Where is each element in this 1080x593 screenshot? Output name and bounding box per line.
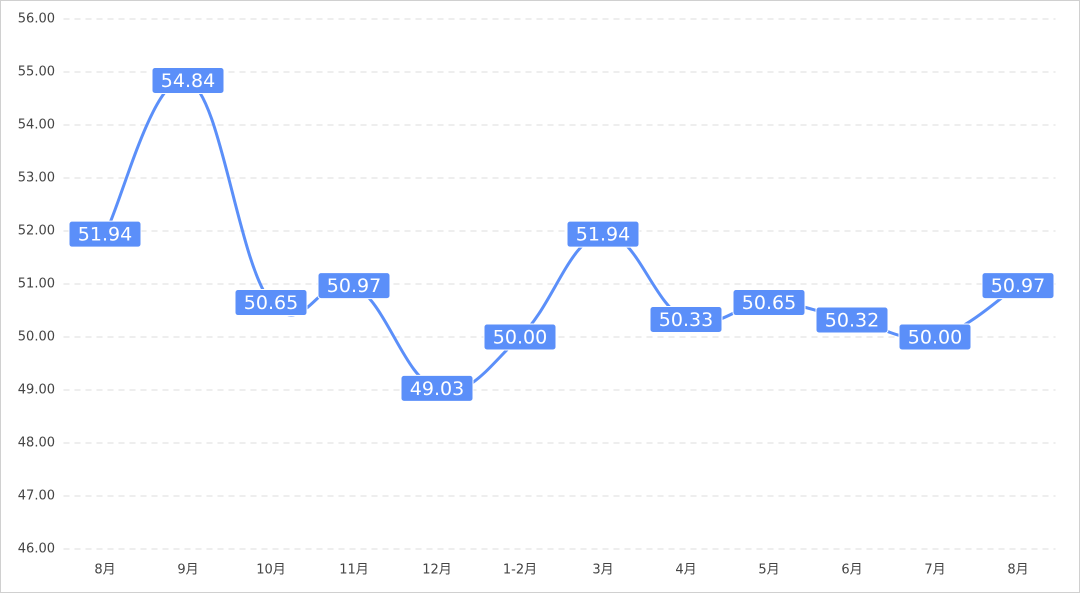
value-label: 50.00 <box>493 327 547 349</box>
value-label-box <box>234 289 308 317</box>
x-tick-label: 12月 <box>422 563 452 578</box>
value-label: 54.84 <box>161 70 215 92</box>
y-tick-label: 56.00 <box>18 12 55 27</box>
value-label-box <box>898 323 972 351</box>
value-label-box <box>317 272 391 300</box>
value-label: 50.65 <box>742 292 796 314</box>
y-tick-label: 47.00 <box>18 489 55 504</box>
value-label-box <box>981 272 1055 300</box>
y-tick-label: 48.00 <box>18 436 55 451</box>
value-label-box <box>649 306 723 334</box>
x-tick-label: 4月 <box>675 563 696 578</box>
value-label: 50.65 <box>244 292 298 314</box>
x-tick-label: 6月 <box>841 563 862 578</box>
value-label: 50.97 <box>327 275 381 297</box>
value-label-box <box>815 306 889 334</box>
value-label: 50.32 <box>825 310 879 332</box>
x-tick-label: 9月 <box>177 563 198 578</box>
x-tick-label: 1-2月 <box>503 563 537 578</box>
value-label: 51.94 <box>576 224 630 246</box>
value-label: 51.94 <box>78 224 132 246</box>
x-tick-label: 11月 <box>339 563 369 578</box>
y-tick-label: 51.00 <box>18 277 55 292</box>
value-label: 50.00 <box>908 327 962 349</box>
value-label-box <box>68 220 142 248</box>
x-tick-label: 8月 <box>1007 563 1028 578</box>
y-tick-label: 54.00 <box>18 118 55 133</box>
y-tick-label: 52.00 <box>18 224 55 239</box>
y-tick-label: 50.00 <box>18 330 55 345</box>
y-tick-label: 49.00 <box>18 383 55 398</box>
value-label-box <box>151 66 225 94</box>
x-tick-label: 3月 <box>592 563 613 578</box>
value-label-box <box>483 323 557 351</box>
y-tick-label: 46.00 <box>18 542 55 557</box>
value-label-box <box>566 220 640 248</box>
value-label-box <box>732 289 806 317</box>
value-label: 50.33 <box>659 309 713 331</box>
x-tick-label: 8月 <box>94 563 115 578</box>
x-tick-label: 10月 <box>256 563 286 578</box>
y-tick-label: 55.00 <box>18 65 55 80</box>
value-label: 49.03 <box>410 378 464 400</box>
x-tick-label: 7月 <box>924 563 945 578</box>
y-tick-label: 53.00 <box>18 171 55 186</box>
value-label-box <box>400 374 474 402</box>
x-tick-label: 5月 <box>758 563 779 578</box>
value-label: 50.97 <box>991 275 1045 297</box>
